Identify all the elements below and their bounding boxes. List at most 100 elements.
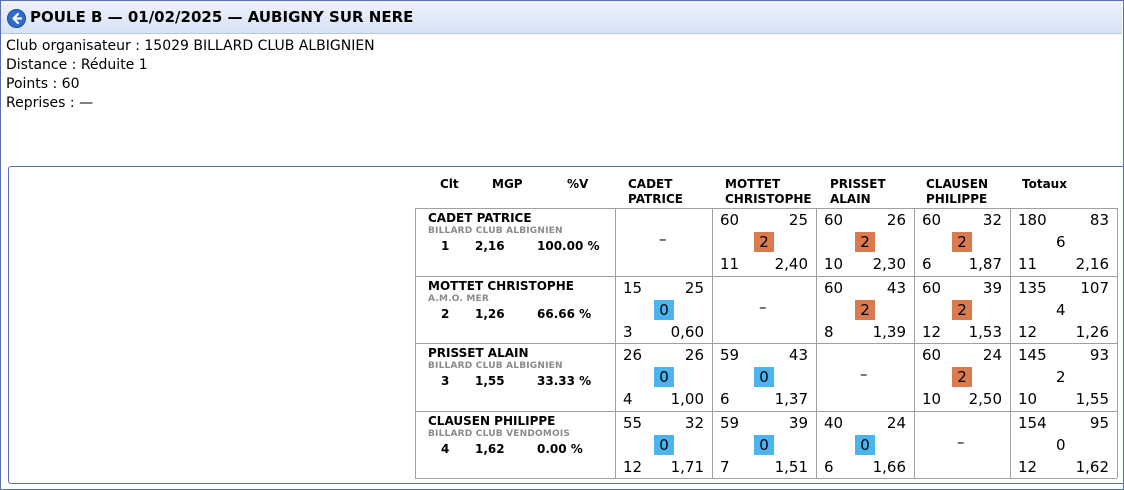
match-points-badge: 0 <box>754 435 774 455</box>
match-points-badge: 0 <box>754 367 774 387</box>
col-opponent: PRISSET ALAIN <box>830 177 886 206</box>
player-rank: 4 <box>441 442 450 456</box>
cell-points: 59 <box>720 346 740 364</box>
cell-opponent-points: 25 <box>788 211 808 229</box>
grid-line <box>415 411 1117 412</box>
grid-line <box>415 208 1117 209</box>
cell-opponent-points: 26 <box>684 346 704 364</box>
cell-points: 60 <box>824 279 844 297</box>
cell-opponent-points: 43 <box>886 279 906 297</box>
total-innings: 10 <box>1018 390 1038 408</box>
total-opponent-points: 95 <box>1089 414 1109 432</box>
total-average: 1,26 <box>1075 323 1109 341</box>
total-match-points: 6 <box>1056 233 1066 251</box>
player-name: PRISSET ALAIN <box>428 346 529 360</box>
cell-average: 1,87 <box>968 255 1002 273</box>
grid-line <box>816 208 817 478</box>
grid-line <box>415 478 1117 479</box>
empty-cell-dash: – <box>659 230 667 248</box>
player-mgp: 1,26 <box>475 307 505 321</box>
competition-info: Club organisateur : 15029 BILLARD CLUB A… <box>6 37 375 113</box>
empty-cell-dash: – <box>957 433 965 451</box>
cell-innings: 10 <box>922 390 942 408</box>
cell-innings: 4 <box>623 390 633 408</box>
cell-opponent-points: 24 <box>982 346 1002 364</box>
col-totals: Totaux <box>1022 177 1067 191</box>
player-win-percent: 66.66 % <box>537 307 592 321</box>
cell-points: 26 <box>623 346 643 364</box>
cell-innings: 11 <box>720 255 740 273</box>
player-rank: 3 <box>441 374 450 388</box>
points: Points : 60 <box>6 76 80 92</box>
player-win-percent: 100.00 % <box>537 239 600 253</box>
grid-line <box>1010 208 1011 478</box>
cell-points: 60 <box>720 211 740 229</box>
cell-opponent-points: 26 <box>886 211 906 229</box>
cell-innings: 6 <box>720 390 730 408</box>
cell-opponent-points: 39 <box>982 279 1002 297</box>
cell-points: 15 <box>623 279 643 297</box>
cell-innings: 7 <box>720 458 730 476</box>
match-points-badge: 2 <box>855 300 875 320</box>
grid-line <box>415 208 416 478</box>
match-points-badge: 0 <box>654 435 674 455</box>
player-club: BILLARD CLUB ALBIGNIEN <box>428 226 563 236</box>
cell-opponent-points: 32 <box>982 211 1002 229</box>
player-rank: 1 <box>441 239 450 253</box>
player-club: A.M.O. MER <box>428 294 489 304</box>
grid-line <box>712 208 713 478</box>
match-points-badge: 2 <box>952 300 972 320</box>
grid-line <box>415 276 1117 277</box>
total-opponent-points: 107 <box>1080 279 1109 297</box>
match-points-badge: 2 <box>952 367 972 387</box>
col-pv: %V <box>567 177 589 191</box>
back-arrow-icon[interactable] <box>7 9 26 28</box>
total-points: 180 <box>1018 211 1047 229</box>
cell-innings: 8 <box>824 323 834 341</box>
total-points: 145 <box>1018 346 1047 364</box>
player-mgp: 1,55 <box>475 374 505 388</box>
player-mgp: 2,16 <box>475 239 505 253</box>
match-points-badge: 0 <box>654 367 674 387</box>
grid-line <box>415 343 1117 344</box>
match-points-badge: 2 <box>952 232 972 252</box>
player-rank: 2 <box>441 307 450 321</box>
cell-average: 2,40 <box>774 255 808 273</box>
cell-innings: 6 <box>922 255 932 273</box>
total-match-points: 2 <box>1056 368 1066 386</box>
empty-cell-dash: – <box>860 365 868 383</box>
cell-average: 1,71 <box>670 458 704 476</box>
total-opponent-points: 93 <box>1089 346 1109 364</box>
player-club: BILLARD CLUB ALBIGNIEN <box>428 361 563 371</box>
cell-innings: 10 <box>824 255 844 273</box>
cell-average: 1,00 <box>670 390 704 408</box>
grid-line <box>1117 208 1118 478</box>
cell-points: 60 <box>922 346 942 364</box>
match-points-badge: 0 <box>654 300 674 320</box>
cell-innings: 6 <box>824 458 834 476</box>
total-points: 154 <box>1018 414 1047 432</box>
player-win-percent: 33.33 % <box>537 374 592 388</box>
match-points-badge: 0 <box>855 435 875 455</box>
total-average: 2,16 <box>1075 255 1109 273</box>
total-innings: 12 <box>1018 458 1038 476</box>
col-opponent: CLAUSEN PHILIPPE <box>926 177 988 206</box>
cell-innings: 12 <box>922 323 942 341</box>
player-name: CLAUSEN PHILIPPE <box>428 414 556 428</box>
cell-average: 0,60 <box>670 323 704 341</box>
cell-points: 55 <box>623 414 643 432</box>
cell-opponent-points: 43 <box>788 346 808 364</box>
total-match-points: 0 <box>1056 436 1066 454</box>
col-opponent: CADET PATRICE <box>628 177 683 206</box>
total-points: 135 <box>1018 279 1047 297</box>
cell-opponent-points: 32 <box>684 414 704 432</box>
cell-average: 1,66 <box>872 458 906 476</box>
total-innings: 12 <box>1018 323 1038 341</box>
match-points-badge: 2 <box>855 232 875 252</box>
page-title: POULE B — 01/02/2025 — AUBIGNY SUR NERE <box>30 8 414 26</box>
reprises: Reprises : — <box>6 95 94 111</box>
player-name: MOTTET CHRISTOPHE <box>428 279 574 293</box>
distance: Distance : Réduite 1 <box>6 57 148 73</box>
empty-cell-dash: – <box>759 298 767 316</box>
cell-points: 40 <box>824 414 844 432</box>
